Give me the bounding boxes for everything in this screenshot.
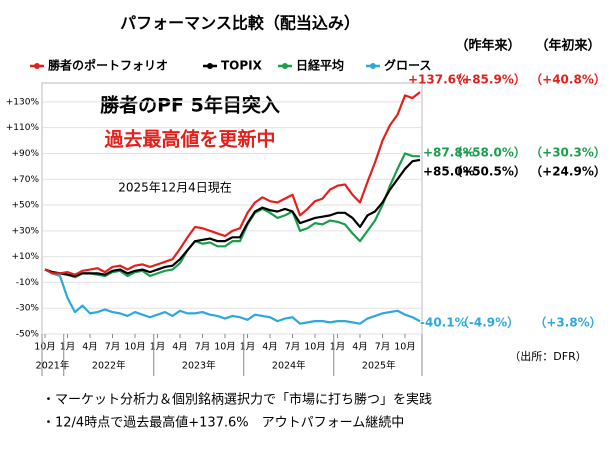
legend-marker [282, 63, 288, 69]
end-label: +85.0% [423, 165, 475, 179]
y-tick-label: -50% [16, 330, 40, 340]
ytd-label: （+3.8%） [534, 315, 601, 330]
x-tick-label: 4月 [352, 342, 368, 353]
column-header: （年初来） [535, 38, 600, 54]
last-year-label: （+58.0%） [450, 145, 526, 160]
year-label: 2023年 [182, 360, 216, 372]
x-tick-label: 10月 [214, 342, 236, 353]
y-tick-label: +110% [6, 123, 40, 133]
x-tick-label: 7月 [195, 342, 211, 353]
annotation: 勝者のPF 5年目突入 [100, 94, 280, 117]
legend-label: 日経平均 [296, 58, 344, 73]
y-tick-label: +130% [6, 97, 40, 107]
end-label: +137.6% [408, 73, 468, 87]
y-tick-label: -30% [16, 304, 40, 314]
series-line [44, 152, 421, 279]
x-tick-label: 7月 [285, 342, 301, 353]
x-tick-label: 7月 [375, 342, 391, 353]
legend-marker [207, 63, 213, 69]
x-tick-label: 7月 [105, 342, 121, 353]
x-tick-label: 1月 [240, 342, 256, 353]
last-year-label: （+85.9%） [450, 72, 526, 87]
legend-marker [34, 63, 40, 69]
series-line [44, 91, 421, 276]
annotation: 過去最高値を更新中 [104, 128, 275, 151]
plot-frame [41, 82, 423, 335]
x-tick-label: 10月 [34, 342, 56, 353]
bullet: ・マーケット分析力＆個別銘柄選択力で「市場に打ち勝つ」を実践 [42, 392, 432, 408]
x-tick-label: 10月 [394, 342, 416, 353]
x-tick-label: 10月 [124, 342, 146, 353]
y-tick-label: +10% [11, 252, 39, 262]
end-label: +87.8% [423, 146, 475, 160]
y-tick-label: +90% [11, 149, 39, 159]
year-label: 2021年 [36, 360, 70, 372]
legend-marker [370, 63, 376, 69]
legend-label: 勝者のポートフォリオ [48, 58, 168, 73]
column-header: （昨年来） [455, 38, 520, 54]
x-tick-label: 1月 [60, 342, 76, 353]
annotation: 2025年12月4日現在 [118, 181, 231, 195]
series-line [44, 158, 421, 278]
last-year-label: （+50.5%） [450, 164, 526, 179]
x-tick-label: 1月 [150, 342, 166, 353]
y-tick-label: +30% [11, 226, 39, 236]
ytd-label: （+24.9%） [530, 164, 606, 179]
series-line [44, 268, 421, 325]
y-tick-label: +50% [11, 201, 39, 211]
x-tick-label: 1月 [330, 342, 346, 353]
end-label: -40.1% [420, 316, 467, 330]
x-tick-label: 4月 [82, 342, 98, 353]
x-tick-label: 10月 [304, 342, 326, 353]
chart-title: パフォーマンス比較（配当込み） [120, 14, 360, 33]
y-tick-label: +70% [11, 175, 39, 185]
ytd-label: （+30.3%） [530, 145, 606, 160]
year-label: 2025年 [362, 360, 396, 372]
y-tick-label: -10% [16, 278, 40, 288]
ytd-label: （+40.8%） [530, 72, 606, 87]
x-tick-label: 4月 [262, 342, 278, 353]
year-label: 2024年 [272, 360, 306, 372]
source: （出所：DFR） [509, 349, 586, 363]
legend-label: TOPIX [221, 59, 263, 73]
bullet: ・12/4時点で過去最高値+137.6% アウトパフォーム継続中 [42, 415, 404, 431]
x-tick-label: 4月 [172, 342, 188, 353]
year-label: 2022年 [92, 360, 126, 372]
last-year-label: （-4.9%） [457, 315, 519, 330]
legend-label: グロース [384, 58, 431, 73]
